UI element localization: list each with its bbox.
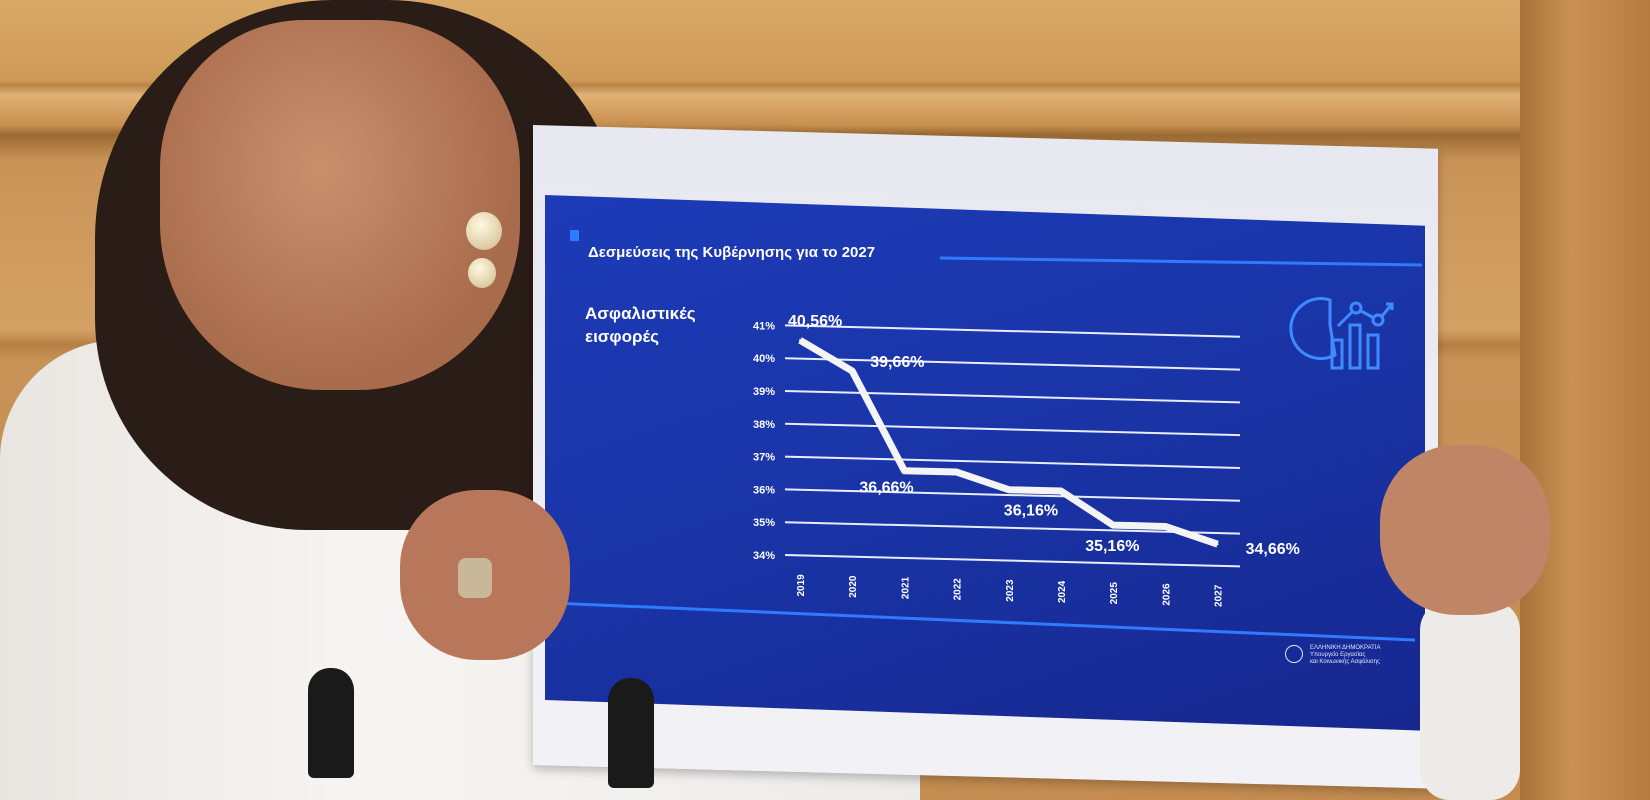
x-tick-label: 2023 (1005, 579, 1016, 602)
gridline (784, 422, 1241, 437)
microphone-icon (308, 668, 354, 778)
y-tick-label: 38% (753, 419, 775, 431)
data-point (1007, 488, 1010, 491)
chart-label: Ασφαλιστικές εισφορές (585, 302, 735, 348)
data-point (851, 370, 854, 373)
x-tick-label: 2019 (796, 574, 807, 597)
person-face (160, 20, 520, 390)
data-point (955, 471, 958, 474)
data-label: 39,66% (870, 354, 924, 371)
x-tick-label: 2027 (1214, 584, 1225, 607)
gridline (784, 554, 1241, 568)
ring-icon (458, 558, 492, 598)
logo-line2: Υπουργείο Εργασίας (1310, 652, 1366, 658)
data-point (1060, 490, 1062, 493)
gridline (784, 324, 1241, 338)
footer-rule (551, 601, 1416, 642)
y-tick-label: 35% (753, 517, 775, 529)
right-sleeve (1420, 600, 1520, 800)
x-tick-label: 2025 (1109, 582, 1120, 605)
data-label: 36,16% (1004, 503, 1058, 520)
data-label: 40,56% (788, 313, 842, 330)
gridline (784, 455, 1241, 469)
ministry-logo: ΕΛΛΗΝΙΚΗ ΔΗΜΟΚΡΑΤΙΑ Υπουργείο Εργασίας κ… (1310, 645, 1380, 666)
chart-analytics-icon (1289, 297, 1394, 370)
chart-label-line1: Ασφαλιστικές (585, 304, 696, 323)
wood-panel-right (1520, 0, 1650, 800)
gridline (784, 488, 1241, 502)
data-point (903, 469, 906, 472)
x-tick-label: 2026 (1161, 583, 1172, 606)
x-tick-label: 2020 (848, 575, 859, 598)
microphone-icon (608, 678, 654, 788)
y-tick-label: 36% (753, 484, 775, 496)
data-point (799, 339, 801, 342)
earring-pearl-icon (468, 258, 496, 288)
slide-title: Δεσμεύσεις της Κυβέρνησης για το 2027 (588, 244, 876, 261)
y-tick-label: 41% (753, 320, 775, 332)
gridline (784, 357, 1241, 371)
y-tick-label: 39% (753, 386, 775, 398)
logo-line1: ΕΛΛΗΝΙΚΗ ΔΗΜΟΚΡΑΤΙΑ (1310, 645, 1381, 651)
y-tick-label: 34% (753, 550, 775, 562)
chart-label-line2: εισφορές (585, 327, 659, 346)
x-tick-label: 2021 (900, 576, 911, 599)
gridline (784, 521, 1241, 535)
data-label: 34,66% (1246, 541, 1300, 558)
data-label: 35,16% (1085, 538, 1139, 555)
data-point (1112, 524, 1115, 527)
data-point (1216, 543, 1219, 546)
greek-republic-seal-icon (1285, 645, 1303, 663)
logo-line3: και Κοινωνικής Ασφάλισης (1310, 659, 1380, 665)
x-tick-label: 2024 (1057, 580, 1068, 603)
title-bullet-icon (570, 230, 579, 241)
gridline (784, 390, 1241, 404)
x-tick-label: 2022 (953, 578, 964, 601)
y-tick-label: 37% (753, 452, 775, 464)
earring-icon (466, 212, 502, 250)
y-tick-label: 40% (753, 353, 775, 365)
right-hand (1380, 445, 1550, 615)
data-label: 36,66% (859, 480, 913, 497)
data-point (1164, 525, 1167, 528)
title-rule (939, 256, 1423, 267)
